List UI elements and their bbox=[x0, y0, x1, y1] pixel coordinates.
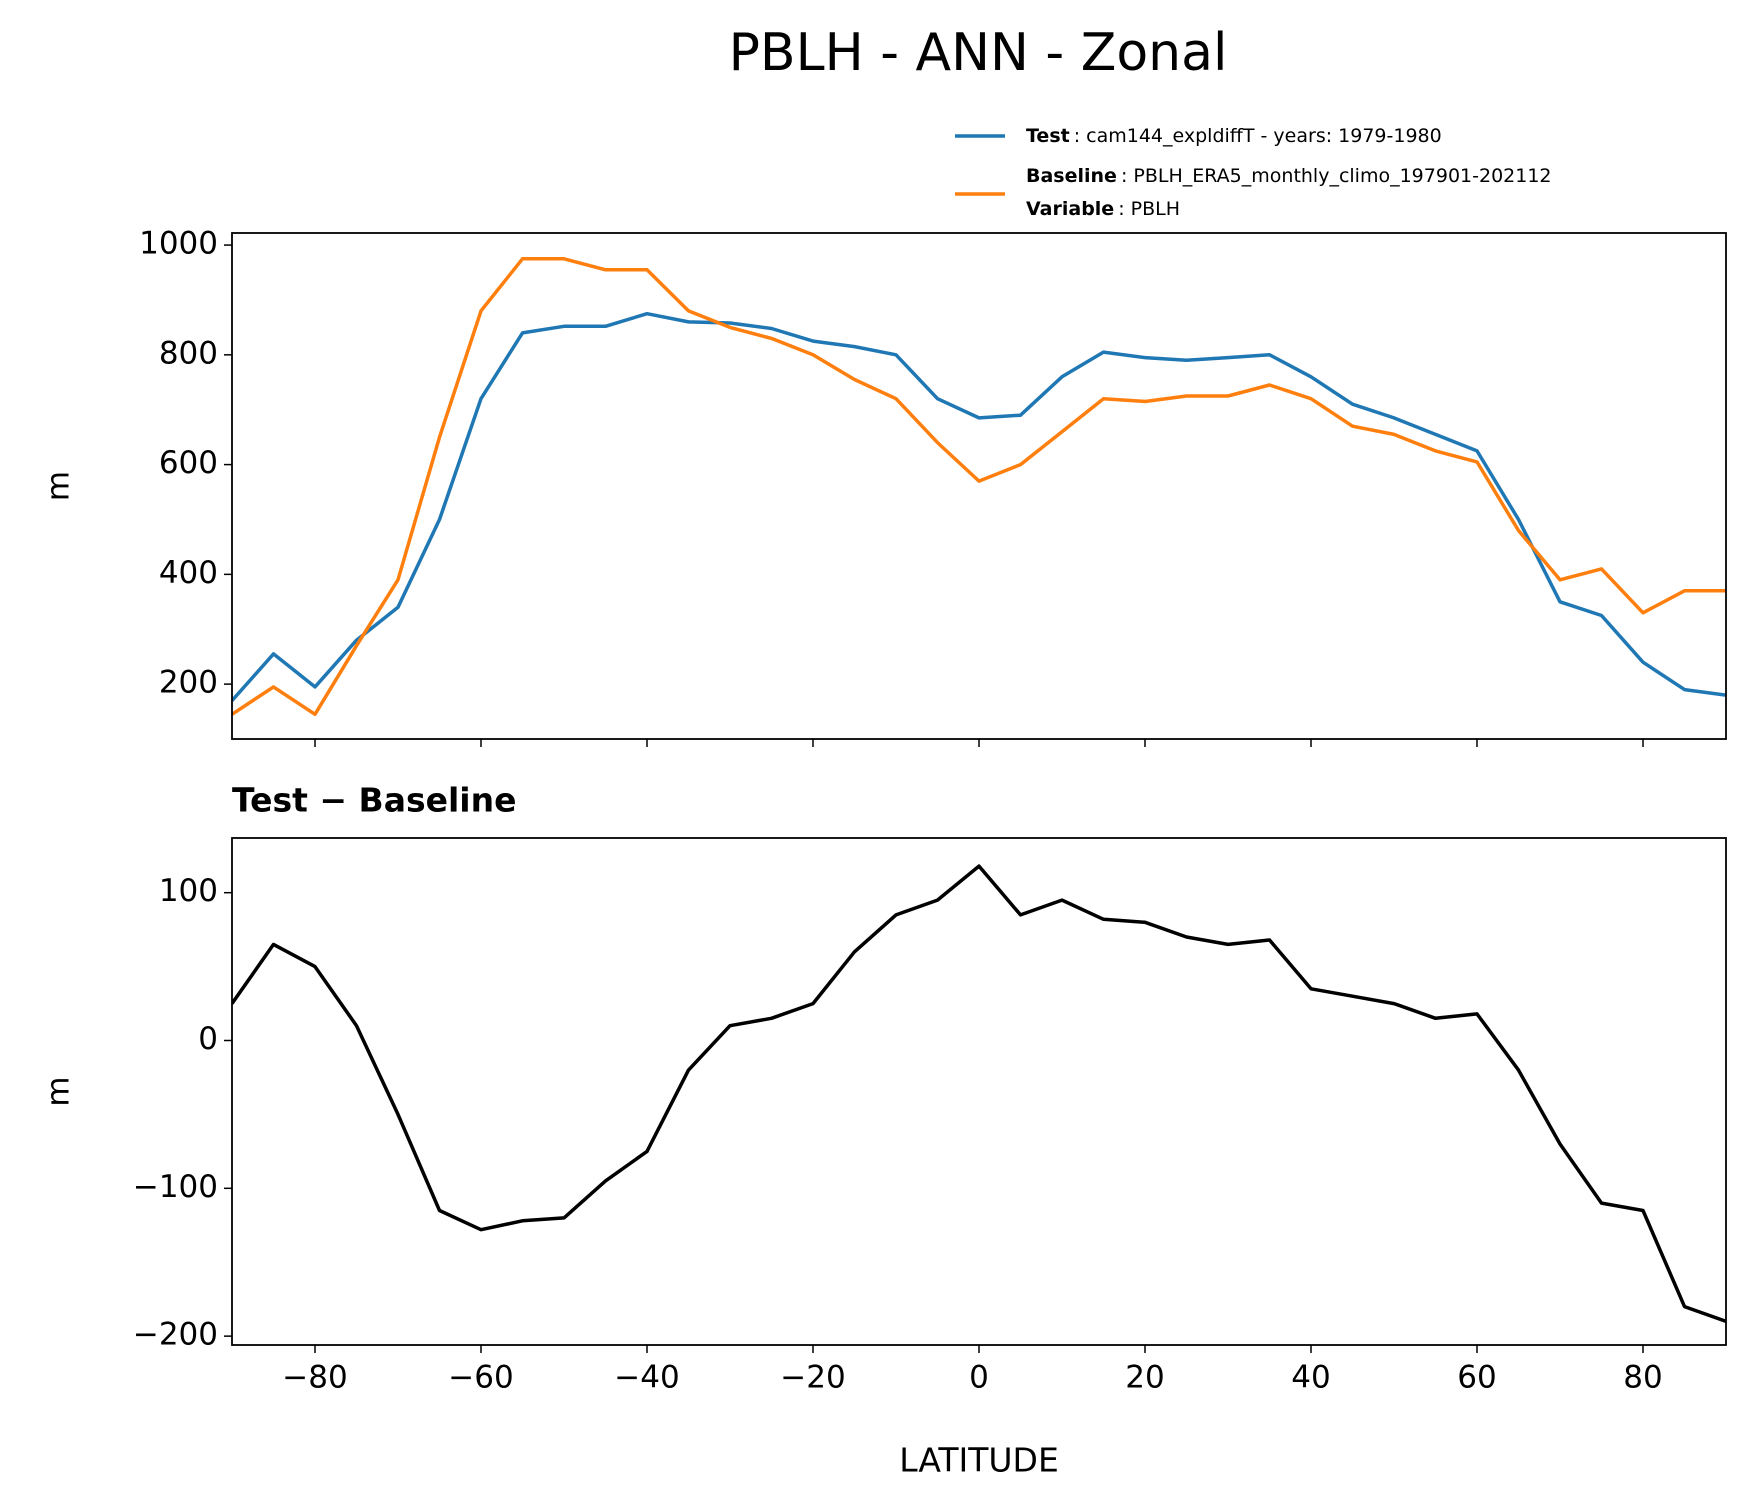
series-line bbox=[232, 311, 1726, 702]
x-tick-label: 40 bbox=[1291, 1360, 1330, 1396]
legend-name: Test bbox=[1026, 125, 1070, 147]
y-tick-label: 800 bbox=[159, 335, 218, 371]
figure-title: PBLH - ANN - Zonal bbox=[729, 23, 1228, 83]
x-tick-label: −60 bbox=[448, 1360, 513, 1396]
y-tick-label: 600 bbox=[159, 445, 218, 481]
y-axis-label: m bbox=[41, 1076, 77, 1106]
legend-name: Baseline bbox=[1026, 165, 1117, 187]
y-axis-label: m bbox=[41, 471, 77, 501]
legend-name: Variable bbox=[1026, 198, 1114, 220]
y-tick-label: 0 bbox=[198, 1021, 218, 1057]
x-tick-label: 60 bbox=[1457, 1360, 1496, 1396]
legend-entry: Variable: PBLH bbox=[1026, 198, 1180, 220]
legend-entry: Test: cam144_expldiffT - years: 1979-198… bbox=[1026, 125, 1442, 147]
series-line bbox=[232, 864, 1726, 1323]
legend-description: : cam144_expldiffT - years: 1979-1980 bbox=[1074, 125, 1442, 147]
subplot-title: Test − Baseline bbox=[232, 781, 517, 820]
x-axis-label: LATITUDE bbox=[899, 1441, 1059, 1480]
y-tick-label: 1000 bbox=[139, 226, 218, 262]
y-tick-label: 400 bbox=[159, 555, 218, 591]
legend-description: : PBLH bbox=[1118, 198, 1180, 220]
y-tick-label: −100 bbox=[133, 1169, 218, 1205]
x-tick-label: −40 bbox=[614, 1360, 679, 1396]
y-tick-label: −200 bbox=[133, 1317, 218, 1353]
x-tick-label: 0 bbox=[969, 1360, 989, 1396]
x-tick-label: 20 bbox=[1125, 1360, 1164, 1396]
y-tick-label: 100 bbox=[159, 873, 218, 909]
legend-description: : PBLH_ERA5_monthly_climo_197901-202112 bbox=[1121, 165, 1552, 187]
series-line bbox=[232, 257, 1726, 717]
y-tick-label: 200 bbox=[159, 665, 218, 701]
x-tick-label: −20 bbox=[780, 1360, 845, 1396]
x-tick-label: −80 bbox=[282, 1360, 347, 1396]
x-tick-label: 80 bbox=[1623, 1360, 1662, 1396]
legend-entry: Baseline: PBLH_ERA5_monthly_climo_197901… bbox=[1026, 165, 1552, 187]
axes-frame bbox=[231, 837, 1727, 1346]
axes-frame bbox=[231, 232, 1727, 740]
